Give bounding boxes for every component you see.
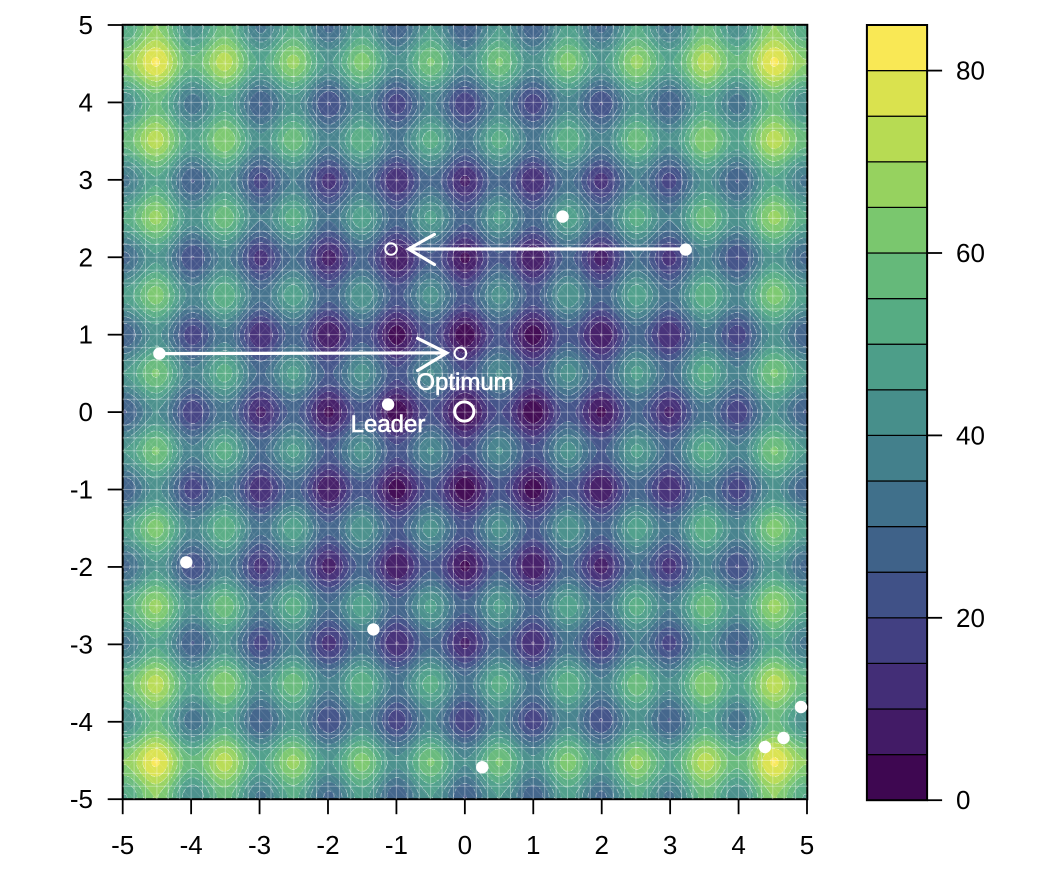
svg-text:4: 4 <box>731 830 745 860</box>
svg-text:60: 60 <box>956 238 985 268</box>
svg-text:3: 3 <box>663 830 677 860</box>
svg-text:5: 5 <box>800 830 814 860</box>
svg-text:-1: -1 <box>385 830 408 860</box>
svg-text:0: 0 <box>79 397 93 427</box>
svg-text:1: 1 <box>526 830 540 860</box>
svg-text:1: 1 <box>79 320 93 350</box>
svg-text:Leader: Leader <box>351 411 426 438</box>
svg-text:-3: -3 <box>70 629 93 659</box>
svg-text:-3: -3 <box>248 830 271 860</box>
svg-text:2: 2 <box>79 242 93 272</box>
svg-text:0: 0 <box>458 830 472 860</box>
svg-text:2: 2 <box>594 830 608 860</box>
svg-text:40: 40 <box>956 420 985 450</box>
svg-text:-5: -5 <box>70 784 93 814</box>
svg-text:20: 20 <box>956 603 985 633</box>
svg-text:-4: -4 <box>180 830 203 860</box>
svg-text:0: 0 <box>956 785 970 815</box>
svg-text:-1: -1 <box>70 475 93 505</box>
svg-text:80: 80 <box>956 56 985 86</box>
svg-text:-2: -2 <box>70 552 93 582</box>
svg-text:3: 3 <box>79 165 93 195</box>
svg-text:Optimum: Optimum <box>416 369 513 396</box>
svg-text:-5: -5 <box>111 830 134 860</box>
svg-text:5: 5 <box>79 10 93 40</box>
svg-text:-4: -4 <box>70 707 93 737</box>
svg-text:4: 4 <box>79 87 93 117</box>
svg-text:-2: -2 <box>316 830 339 860</box>
